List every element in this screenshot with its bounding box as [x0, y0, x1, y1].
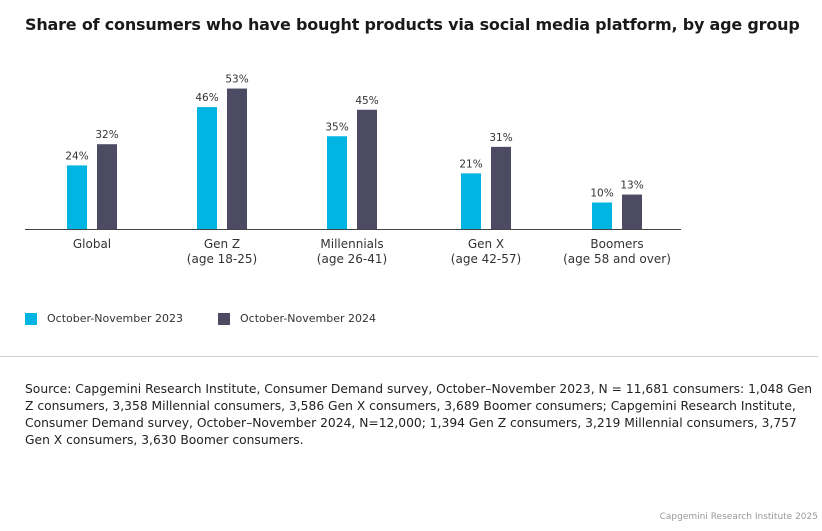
- legend-label-2023: October-November 2023: [47, 312, 184, 325]
- category-label-1-1: (age 18-25): [187, 252, 257, 266]
- source-note: Source: Capgemini Research Institute, Co…: [25, 382, 813, 447]
- legend-swatch-2024: [218, 312, 230, 325]
- legend-label-2024: October-November 2024: [240, 312, 377, 325]
- bar-3-2023: [461, 173, 481, 229]
- bar-1-2023: [197, 107, 217, 229]
- data-label-2-2023: 35%: [325, 121, 348, 133]
- category-label-2-0: Millennials: [320, 237, 383, 251]
- bar-chart: 24% 32% Global 46% 53% Gen Z(age 18-25) 35% 45%…: [25, 74, 681, 266]
- bar-2-2023: [327, 136, 347, 229]
- data-label-1-2024: 53%: [225, 74, 248, 86]
- bar-4-2024: [622, 194, 642, 229]
- data-label-0-2023: 24%: [65, 150, 88, 162]
- category-label-4-0: Boomers: [590, 237, 643, 251]
- category-label-4-1: (age 58 and over): [563, 252, 671, 266]
- data-label-4-2023: 10%: [590, 188, 613, 200]
- credit-note: Capgemini Research Institute 2025: [659, 512, 818, 522]
- data-label-0-2024: 32%: [95, 129, 118, 141]
- category-label-0-0: Global: [73, 237, 111, 251]
- data-label-4-2024: 13%: [620, 180, 643, 192]
- divider: [0, 356, 818, 357]
- data-label-1-2023: 46%: [195, 92, 218, 104]
- bar-3-2024: [491, 146, 511, 229]
- bar-0-2023: [67, 165, 87, 229]
- legend-swatch-2023: [25, 312, 37, 325]
- data-label-2-2024: 45%: [355, 95, 378, 107]
- bar-4-2023: [592, 202, 612, 229]
- bar-2-2024: [357, 109, 377, 229]
- legend-item-2023: October-November 2023: [25, 312, 183, 325]
- data-label-3-2024: 31%: [489, 132, 512, 144]
- category-label-3-1: (age 42-57): [451, 252, 521, 266]
- bar-1-2024: [227, 88, 247, 229]
- legend-item-2024: October-November 2024: [218, 312, 376, 325]
- chart-title: Share of consumers who have bought produ…: [25, 15, 800, 34]
- category-label-1-0: Gen Z: [204, 237, 240, 251]
- data-label-3-2023: 21%: [459, 158, 482, 170]
- bar-0-2024: [97, 144, 117, 229]
- category-label-3-0: Gen X: [468, 237, 504, 251]
- category-label-2-1: (age 26-41): [317, 252, 387, 266]
